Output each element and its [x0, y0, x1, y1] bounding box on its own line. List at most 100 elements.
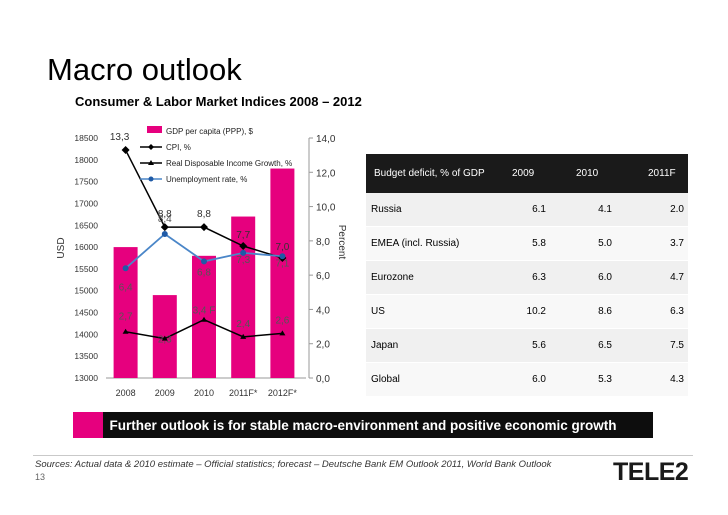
- y-axis-title: USD: [56, 237, 67, 258]
- page-number: 13: [35, 472, 46, 482]
- cell-value: 5.8: [532, 238, 546, 249]
- cell-value: 2.0: [670, 204, 684, 215]
- cell-value: 5.0: [598, 238, 612, 249]
- income-data-label: 2,4: [236, 319, 250, 330]
- cell-value: 6.5: [598, 340, 612, 351]
- y-tick-label: 14500: [74, 308, 98, 318]
- row-label: EMEA (incl. Russia): [371, 238, 460, 249]
- income-point: [279, 330, 286, 336]
- unemployment-point: [161, 231, 168, 237]
- cpi-data-label: 7,7: [236, 230, 250, 241]
- legend-marker: [148, 160, 154, 165]
- income-data-label: 2,6: [275, 315, 289, 326]
- x-tick-label: 2010: [194, 388, 214, 398]
- cell-value: 4.3: [670, 374, 684, 385]
- unemployment-point: [122, 265, 129, 272]
- cpi-data-label: 8,8: [197, 209, 211, 220]
- x-tick-label: 2011F*: [229, 388, 258, 398]
- outlook-banner: Further outlook is for stable macro-envi…: [73, 412, 653, 438]
- y2-axis-title: Percent: [336, 225, 347, 260]
- cell-value: 6.3: [532, 272, 546, 283]
- y2-tick-label: 4,0: [316, 305, 330, 316]
- y2-tick-label: 2,0: [316, 340, 330, 351]
- y-tick-label: 14000: [74, 329, 98, 339]
- row-label: Eurozone: [371, 272, 414, 283]
- x-tick-label: 2012F*: [268, 388, 298, 398]
- legend-label: GDP per capita (PPP), $: [166, 127, 254, 136]
- income-data-label: 2,3: [158, 335, 172, 346]
- cell-value: 4.7: [670, 272, 684, 283]
- unemployment-data-label: 7,1: [275, 258, 289, 269]
- row-label: Japan: [371, 340, 399, 351]
- y-tick-label: 13500: [74, 351, 98, 361]
- table-row: Eurozone 6.3 6.0 4.7: [366, 261, 688, 295]
- tele2-logo: TELE2: [613, 458, 689, 486]
- legend-label: CPI, %: [166, 143, 191, 152]
- y-tick-label: 17000: [74, 198, 98, 208]
- y-tick-label: 18000: [74, 155, 98, 165]
- y-tick-label: 18500: [74, 133, 98, 143]
- page-title: Macro outlook: [47, 52, 242, 87]
- x-tick-label: 2008: [116, 388, 136, 398]
- y-tick-label: 13000: [74, 373, 98, 383]
- cpi-point: [239, 242, 248, 250]
- cell-value: 6.3: [670, 306, 684, 317]
- table-row: Global 6.0 5.3 4.3: [366, 363, 688, 397]
- cell-value: 5.6: [532, 340, 546, 351]
- unemployment-point: [240, 249, 247, 256]
- cell-value: 6.1: [532, 204, 546, 215]
- y2-tick-label: 6,0: [316, 271, 330, 282]
- cpi-point: [160, 223, 169, 232]
- table-row: Russia 6.1 4.1 2.0: [366, 193, 688, 227]
- cpi-data-label: 8,8: [158, 209, 172, 220]
- cell-value: 6.0: [532, 374, 546, 385]
- table-header-year: 2011F: [648, 168, 676, 179]
- y2-tick-label: 0,0: [316, 374, 330, 385]
- legend-label: Real Disposable Income Growth, %: [166, 159, 292, 168]
- y2-tick-label: 14,0: [316, 134, 336, 145]
- table-row: US 10.2 8.6 6.3: [366, 295, 688, 329]
- unemployment-data-label: 7,3: [236, 255, 250, 266]
- gdp-bar: [270, 168, 295, 378]
- income-point: [240, 333, 247, 339]
- cell-value: 3.7: [670, 238, 684, 249]
- legend-label: Unemployment rate, %: [166, 175, 247, 184]
- cell-value: 10.2: [526, 306, 546, 317]
- y-tick-label: 16500: [74, 220, 98, 230]
- footer-divider: [33, 455, 693, 456]
- legend-marker: [148, 176, 154, 182]
- table-row: Japan 5.6 6.5 7.5: [366, 329, 688, 363]
- unemployment-data-label: 6,4: [119, 282, 133, 293]
- unemployment-point: [279, 253, 286, 260]
- y-tick-label: 15000: [74, 286, 98, 296]
- cpi-data-label: 13,3: [110, 132, 130, 143]
- income-data-label: 3,4 F: [193, 306, 216, 317]
- cell-value: 5.3: [598, 374, 612, 385]
- cell-value: 4.1: [598, 204, 612, 215]
- table-header-year: 2009: [512, 168, 535, 179]
- income-data-label: 2,7: [119, 312, 133, 323]
- row-label: Global: [371, 374, 400, 385]
- row-label: Russia: [371, 204, 402, 215]
- y-tick-label: 16000: [74, 242, 98, 252]
- table-header: Budget deficit, % of GDP 2009 2010 2011F: [366, 154, 688, 193]
- y2-tick-label: 12,0: [316, 168, 336, 179]
- banner-accent: [73, 412, 103, 438]
- table-header-year: 2010: [576, 168, 599, 179]
- cpi-point: [121, 146, 130, 154]
- cpi-point: [200, 223, 208, 232]
- chart-subtitle: Consumer & Labor Market Indices 2008 – 2…: [75, 94, 362, 109]
- banner-text: Further outlook is for stable macro-envi…: [109, 417, 617, 433]
- y2-tick-label: 10,0: [316, 203, 336, 214]
- income-point: [161, 335, 168, 341]
- unemployment-data-label: 8,4: [158, 214, 172, 225]
- unemployment-data-label: 6,8: [197, 267, 211, 278]
- legend-marker: [148, 144, 154, 150]
- budget-deficit-table: Budget deficit, % of GDP 2009 2010 2011F…: [366, 154, 688, 397]
- cell-value: 6.0: [598, 272, 612, 283]
- cpi-data-label: 7,0: [275, 242, 289, 253]
- table-row: EMEA (incl. Russia) 5.8 5.0 3.7: [366, 227, 688, 261]
- y-tick-label: 15500: [74, 264, 98, 274]
- x-tick-label: 2009: [155, 388, 175, 398]
